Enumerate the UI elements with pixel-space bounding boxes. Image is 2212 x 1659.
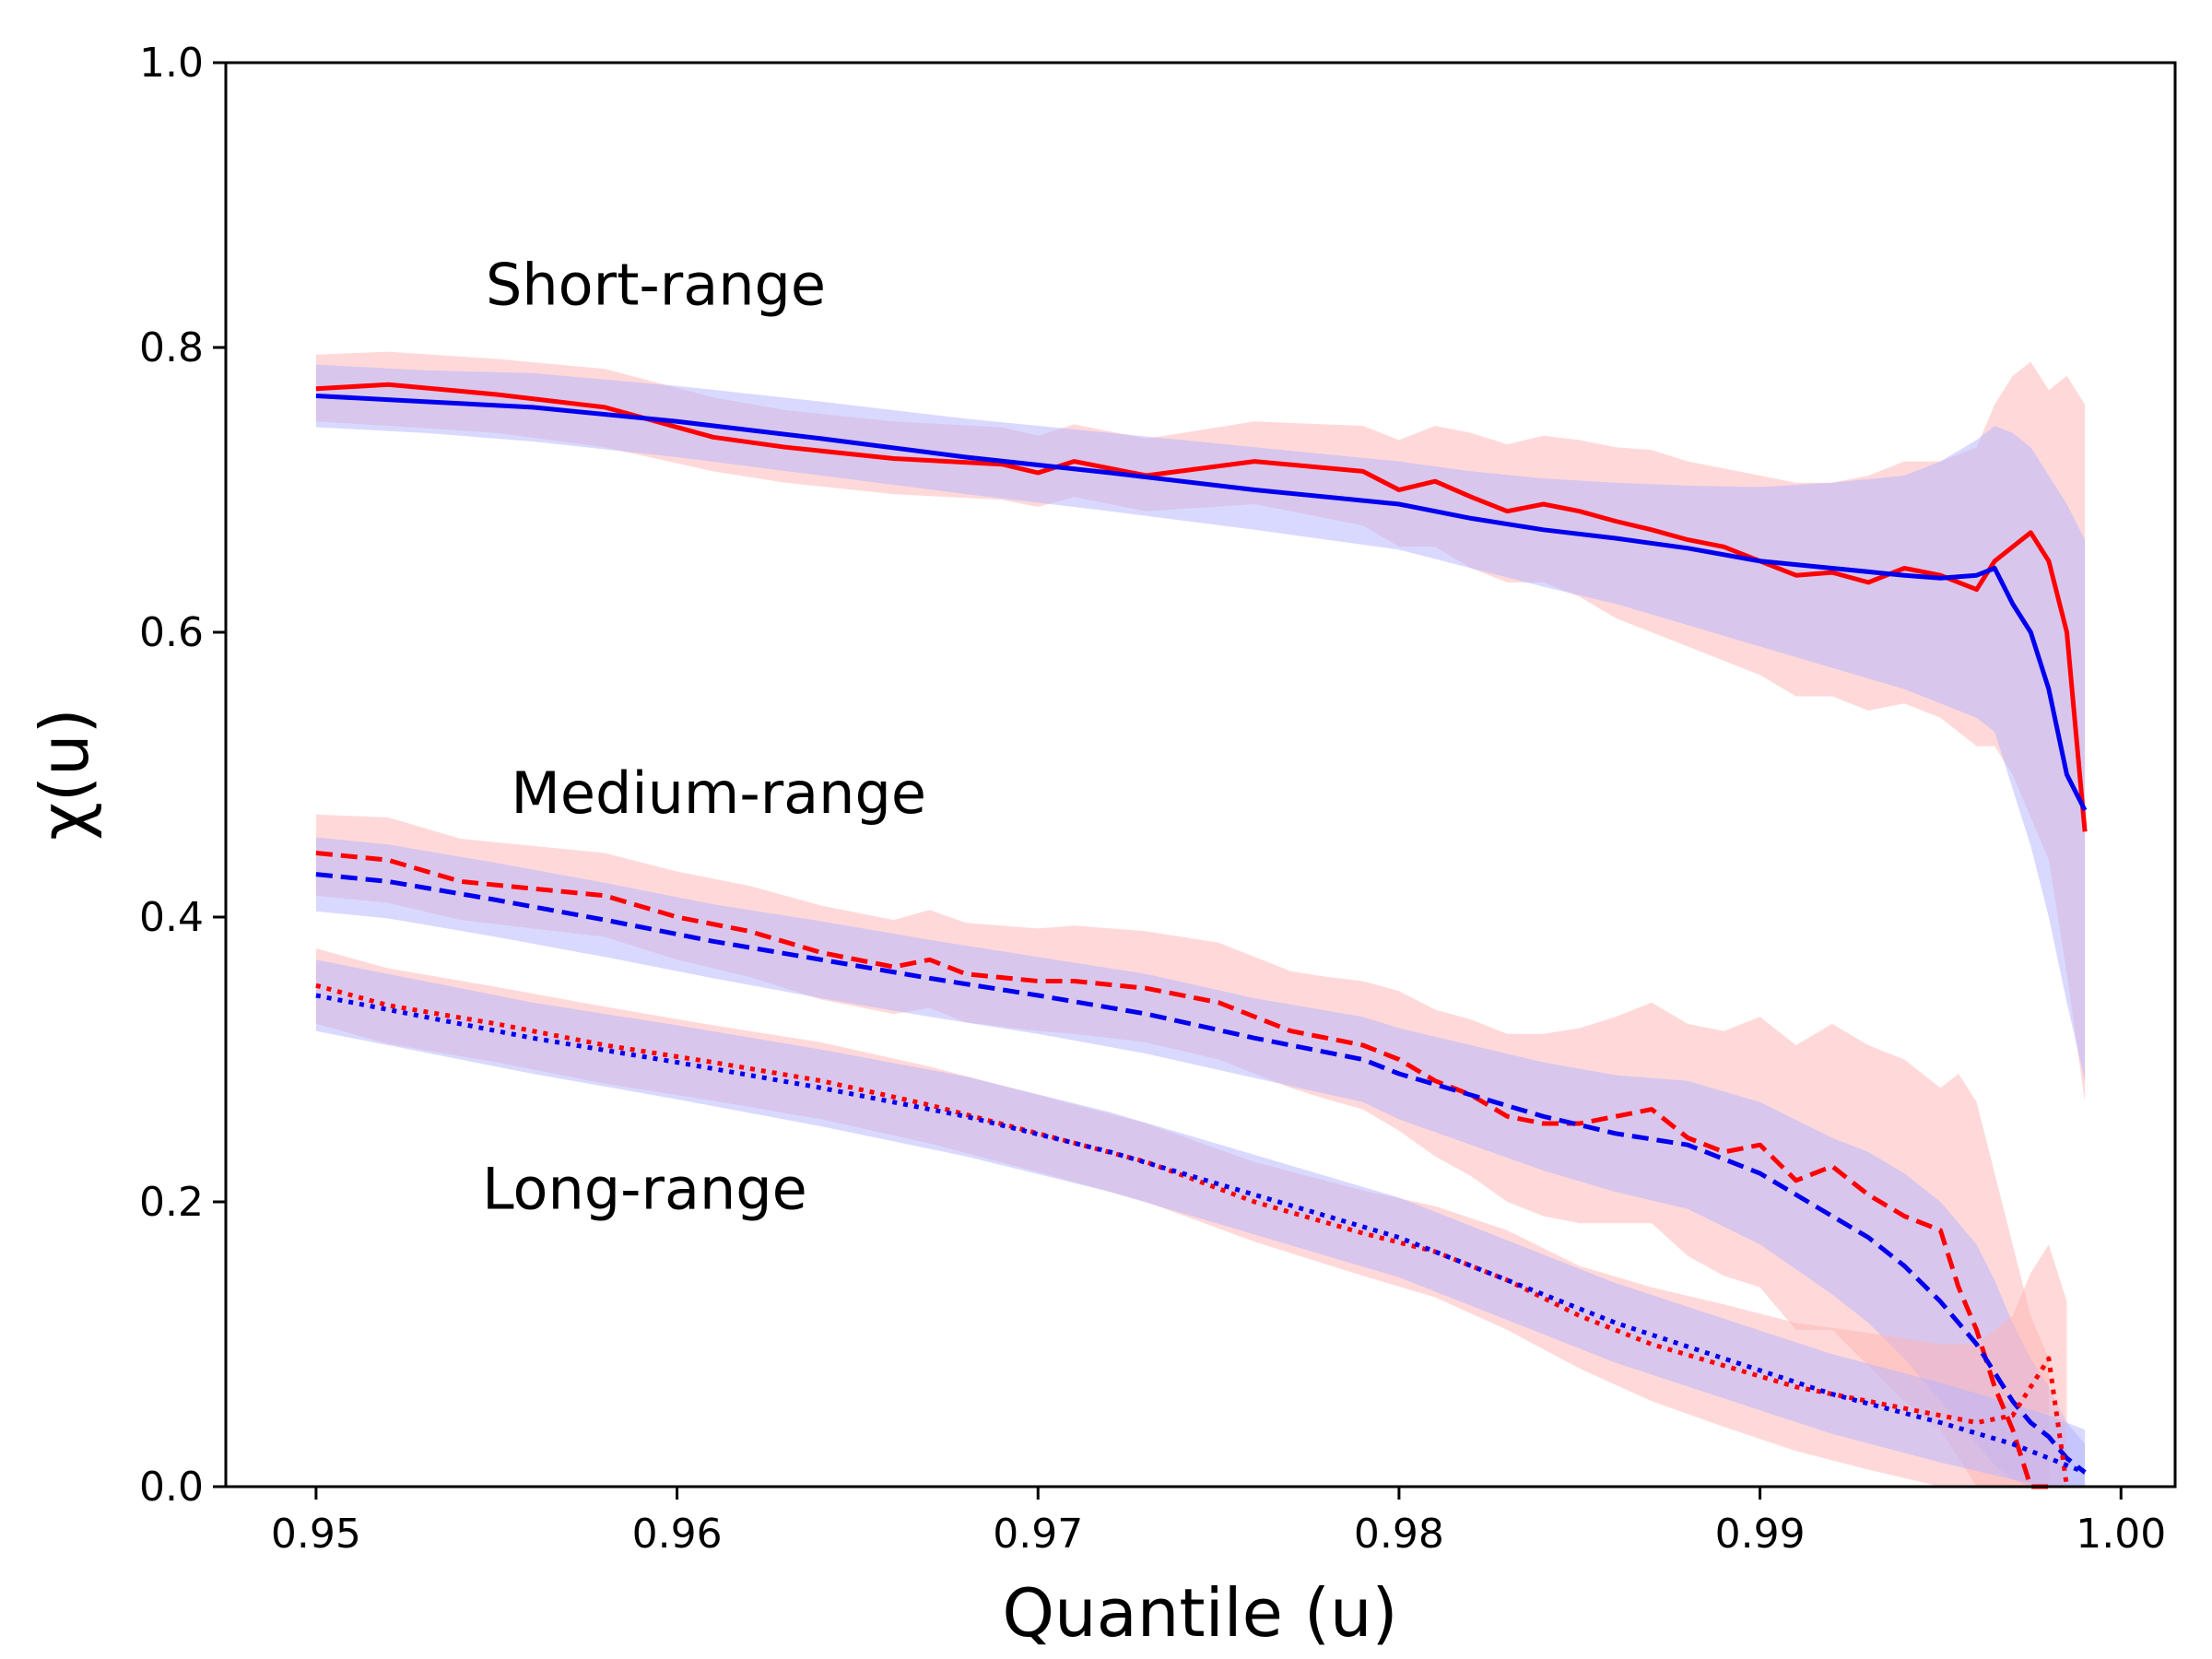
annotation-medium-range: Medium-range xyxy=(511,759,926,827)
x-tick-label: 0.95 xyxy=(271,1511,361,1558)
x-tick-label: 1.00 xyxy=(2076,1511,2166,1558)
y-axis: 0.0 0.2 0.4 0.6 0.8 1.0 xyxy=(139,40,226,1511)
y-axis-label: χ(u) xyxy=(26,708,103,840)
y-tick-label: 0.0 xyxy=(139,1464,204,1511)
annotations: Short-range Medium-range Long-range xyxy=(482,252,926,1223)
y-tick-label: 0.2 xyxy=(139,1179,204,1226)
plot-frame xyxy=(224,61,2177,1488)
y-tick-label: 0.6 xyxy=(139,609,204,656)
y-tick-label: 1.0 xyxy=(139,40,204,87)
x-axis: 0.95 0.96 0.97 0.98 0.99 1.00 xyxy=(271,1487,2166,1558)
x-tick-label: 0.99 xyxy=(1715,1511,1806,1558)
short-range-red-line xyxy=(315,382,2088,832)
medium-range-blue-line xyxy=(315,872,2087,1475)
annotation-short-range: Short-range xyxy=(486,252,826,319)
medium-range-red-line xyxy=(315,851,2049,1489)
short-range-blue-line xyxy=(315,394,2088,812)
series-lines xyxy=(315,382,2088,1489)
x-tick-label: 0.98 xyxy=(1354,1511,1444,1558)
long-range-red-line xyxy=(315,982,2069,1488)
x-axis-label: Quantile (u) xyxy=(1002,1574,1397,1652)
y-tick-label: 0.8 xyxy=(139,324,204,371)
x-tick-label: 0.97 xyxy=(993,1511,1083,1558)
y-tick-label: 0.4 xyxy=(139,894,204,941)
annotation-long-range: Long-range xyxy=(482,1156,807,1223)
confidence-bands xyxy=(315,351,2086,1487)
x-tick-label: 0.96 xyxy=(632,1511,723,1558)
long-range-blue-band xyxy=(315,959,2086,1487)
